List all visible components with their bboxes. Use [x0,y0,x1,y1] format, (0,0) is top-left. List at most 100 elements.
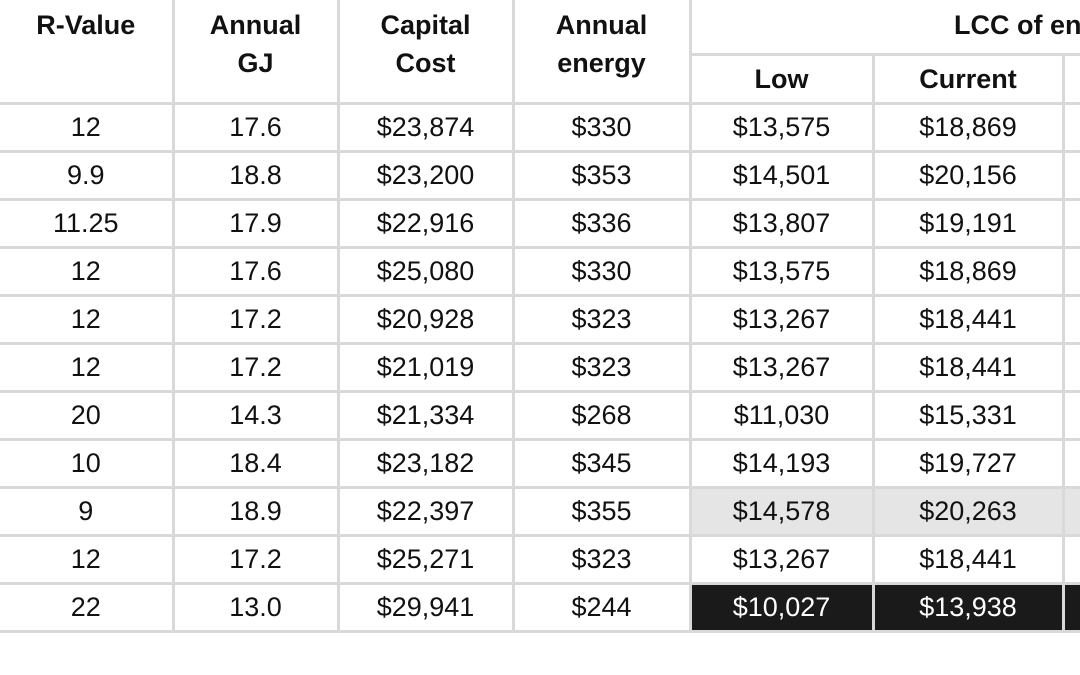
lcc-low-cell: $14,501 [688,150,875,201]
header-lcc-group: LCC of energy [688,0,1080,56]
header-annual-gj: Annual GJ [171,0,340,105]
annual-gj-cell: 17.2 [171,342,340,393]
lcc-extra-cell [1061,294,1080,345]
table-row: 9.9 18.8 $23,200 $353 $14,501 $20,156 [0,150,1080,201]
lcc-extra-cell [1061,246,1080,297]
annual-gj-cell: 13.0 [171,582,340,633]
capital-cost-cell: $25,271 [336,534,515,585]
lcc-extra-cell [1061,534,1080,585]
r-value-cell: 20 [0,390,175,441]
table-row: 20 14.3 $21,334 $268 $11,030 $15,331 [0,390,1080,441]
annual-gj-cell: 17.2 [171,294,340,345]
annual-gj-cell: 18.4 [171,438,340,489]
lcc-current-cell: $19,727 [871,438,1065,489]
annual-gj-cell: 17.9 [171,198,340,249]
header-annual-energy-line1: Annual [555,10,648,40]
lcc-current-cell: $13,938 [871,582,1065,633]
annual-gj-cell: 17.6 [171,102,340,153]
header-capital-cost-line2: Cost [395,48,456,78]
lcc-current-cell: $18,441 [871,534,1065,585]
lcc-current-cell: $19,191 [871,198,1065,249]
lcc-low-cell: $10,027 [688,582,875,633]
annual-energy-cell: $336 [511,198,692,249]
lcc-extra-cell [1061,150,1080,201]
lcc-extra-cell [1061,102,1080,153]
table-row: 10 18.4 $23,182 $345 $14,193 $19,727 [0,438,1080,489]
capital-cost-cell: $23,874 [336,102,515,153]
table-row: 12 17.6 $25,080 $330 $13,575 $18,869 [0,246,1080,297]
annual-energy-cell: $268 [511,390,692,441]
header-lcc-current-label: Current [919,64,1017,94]
lcc-extra-cell [1061,198,1080,249]
lcc-low-cell: $13,267 [688,534,875,585]
annual-energy-cell: $323 [511,294,692,345]
r-value-cell: 9.9 [0,150,175,201]
table-row: 12 17.2 $25,271 $323 $13,267 $18,441 [0,534,1080,585]
header-annual-gj-line1: Annual [209,10,302,40]
r-value-cell: 10 [0,438,175,489]
r-value-cell: 12 [0,342,175,393]
r-value-cell: 12 [0,534,175,585]
header-annual-gj-line2: GJ [237,48,274,78]
lcc-current-cell: $20,156 [871,150,1065,201]
annual-gj-cell: 14.3 [171,390,340,441]
lcc-energy-table: R-Value Annual GJ Capital Cost Annual energ… [0,0,1080,633]
annual-energy-cell: $330 [511,246,692,297]
r-value-cell: 12 [0,102,175,153]
lcc-current-cell: $18,441 [871,294,1065,345]
annual-energy-cell: $244 [511,582,692,633]
lcc-current-cell: $15,331 [871,390,1065,441]
annual-energy-cell: $345 [511,438,692,489]
capital-cost-cell: $23,182 [336,438,515,489]
capital-cost-cell: $25,080 [336,246,515,297]
annual-energy-cell: $355 [511,486,692,537]
annual-energy-cell: $330 [511,102,692,153]
table-row: 11.25 17.9 $22,916 $336 $13,807 $19,191 [0,198,1080,249]
table-row: 9 18.9 $22,397 $355 $14,578 $20,263 [0,486,1080,537]
header-capital-cost: Capital Cost [336,0,515,105]
capital-cost-cell: $29,941 [336,582,515,633]
header-r-value: R-Value [0,0,175,105]
lcc-low-cell: $13,575 [688,102,875,153]
lcc-current-cell: $18,869 [871,102,1065,153]
r-value-cell: 9 [0,486,175,537]
capital-cost-cell: $21,019 [336,342,515,393]
r-value-cell: 12 [0,294,175,345]
header-capital-cost-line1: Capital [380,10,471,40]
lcc-extra-cell [1061,438,1080,489]
lcc-low-cell: $13,267 [688,294,875,345]
header-annual-energy-line2: energy [557,48,646,78]
lcc-extra-cell [1061,486,1080,537]
lcc-low-cell: $13,575 [688,246,875,297]
lcc-current-cell: $18,869 [871,246,1065,297]
r-value-cell: 12 [0,246,175,297]
annual-gj-cell: 18.8 [171,150,340,201]
lcc-low-cell: $11,030 [688,390,875,441]
capital-cost-cell: $21,334 [336,390,515,441]
r-value-cell: 11.25 [0,198,175,249]
table-row: 22 13.0 $29,941 $244 $10,027 $13,938 [0,582,1080,633]
lcc-extra-cell [1061,390,1080,441]
annual-gj-cell: 17.6 [171,246,340,297]
r-value-cell: 22 [0,582,175,633]
lcc-low-cell: $14,578 [688,486,875,537]
lcc-extra-cell [1061,582,1080,633]
capital-cost-cell: $22,397 [336,486,515,537]
annual-gj-cell: 17.2 [171,534,340,585]
capital-cost-cell: $23,200 [336,150,515,201]
lcc-low-cell: $14,193 [688,438,875,489]
header-lcc-group-label: LCC of energy [953,10,1080,40]
capital-cost-cell: $20,928 [336,294,515,345]
capital-cost-cell: $22,916 [336,198,515,249]
header-annual-energy: Annual energy [511,0,692,105]
lcc-current-cell: $18,441 [871,342,1065,393]
annual-energy-cell: $323 [511,342,692,393]
header-lcc-extra [1061,53,1080,105]
lcc-low-cell: $13,807 [688,198,875,249]
table-row: 12 17.6 $23,874 $330 $13,575 $18,869 [0,102,1080,153]
header-lcc-low: Low [690,53,875,105]
lcc-current-cell: $20,263 [871,486,1065,537]
annual-energy-cell: $353 [511,150,692,201]
lcc-low-cell: $13,267 [688,342,875,393]
